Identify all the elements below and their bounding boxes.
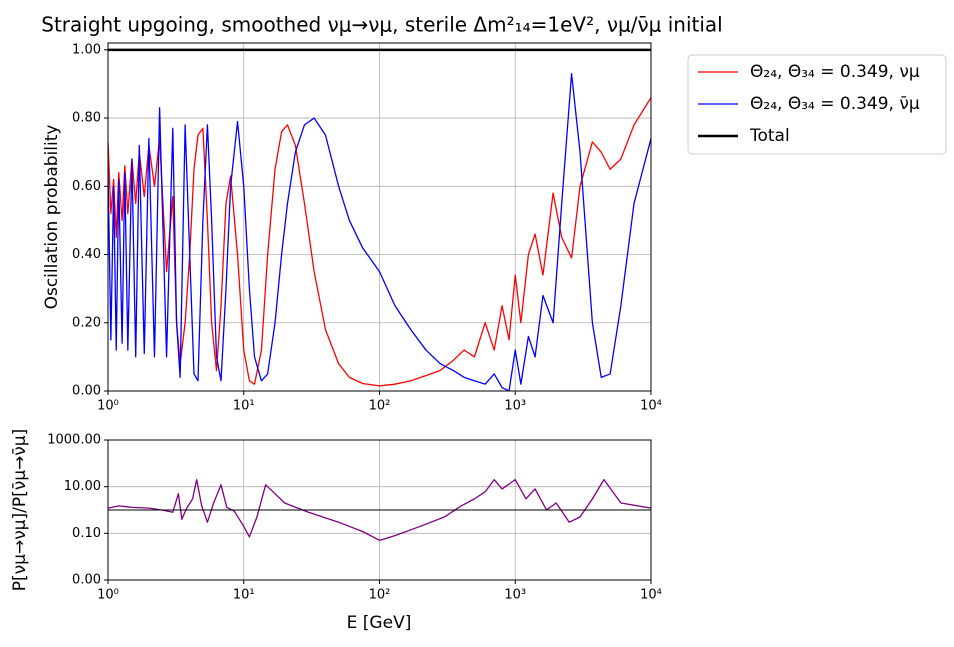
axes-frame	[107, 42, 652, 392]
y-tick-label: 1000.00	[47, 433, 101, 448]
legend	[687, 54, 947, 155]
legend-label: Total	[749, 126, 790, 146]
y-tick-label: 0.00	[72, 573, 101, 588]
x-tick-label: 10⁴	[640, 588, 662, 603]
series-line	[108, 478, 651, 542]
chart-title: Straight upgoing, smoothed νμ→νμ, steril…	[41, 13, 722, 37]
y-tick-label: 0.80	[72, 111, 101, 126]
x-tick-label: 10²	[369, 399, 391, 414]
x-tick-label: 10¹	[233, 399, 255, 414]
x-tick-label: 10³	[504, 399, 526, 414]
x-tick-label: 10⁰	[97, 399, 119, 414]
y-tick-label: 1.00	[72, 42, 101, 57]
x-tick-label: 10⁰	[97, 588, 119, 603]
x-tick-label: 10¹	[233, 588, 255, 603]
y-tick-label: 0.10	[72, 526, 101, 541]
y-tick-label: 0.20	[72, 315, 101, 330]
y-tick-label: 10.00	[64, 479, 101, 494]
y-tick-label: 0.60	[72, 179, 101, 194]
y-tick-label: 0.40	[72, 247, 101, 262]
x-axis-label: E [GeV]	[347, 613, 412, 633]
series-line	[108, 73, 651, 391]
y-tick-label: 0.00	[72, 384, 101, 399]
x-tick-label: 10³	[504, 588, 526, 603]
x-tick-label: 10⁴	[640, 399, 662, 414]
legend-label: Θ₂₄, Θ₃₄ = 0.349, ν̄μ	[750, 94, 920, 114]
y-axis-label: Oscillation probability	[42, 125, 62, 310]
y-axis-label: P[νμ→νμ]/P[ν̄μ→ν̄μ]	[10, 429, 30, 592]
x-tick-label: 10²	[369, 588, 391, 603]
axes-frame	[107, 439, 652, 581]
legend-label: Θ₂₄, Θ₃₄ = 0.349, νμ	[750, 62, 920, 82]
